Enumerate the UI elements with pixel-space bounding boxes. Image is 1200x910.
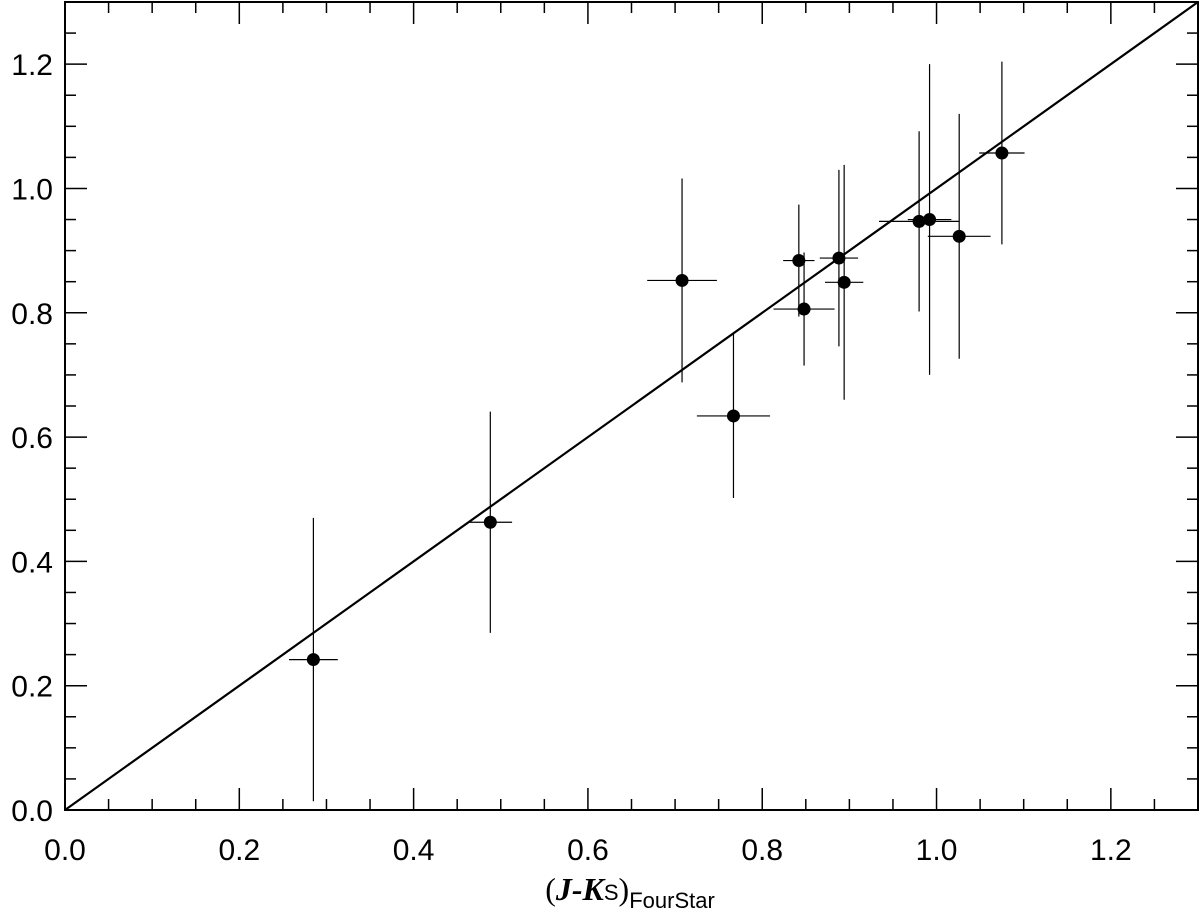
error-bars (288, 61, 1025, 802)
data-point (675, 273, 689, 287)
data-points (306, 146, 1009, 667)
y-tick-label: 0.8 (11, 298, 53, 331)
x-axis-label: (J-KS)FourStar (545, 871, 715, 910)
data-point (483, 515, 497, 529)
x-tick-label: 0.4 (393, 834, 435, 867)
data-point (995, 146, 1009, 160)
data-point (837, 275, 851, 289)
x-tick-labels: 0.0 0.2 0.4 0.6 0.8 1.0 1.2 (44, 834, 1132, 867)
y-tick-label: 0.4 (11, 546, 53, 579)
y-tick-label: 1.0 (11, 173, 53, 206)
y-tick-label: 0.2 (11, 671, 53, 704)
x-tick-label: 1.0 (916, 834, 958, 867)
x-tick-label: 0.6 (567, 834, 609, 867)
x-axis-label-open-paren: ( (545, 871, 556, 907)
data-point (923, 213, 937, 227)
data-point (726, 409, 740, 423)
x-axis-label-subscript-s: S (604, 880, 619, 905)
y-tick-label: 1.2 (11, 49, 53, 82)
data-point (792, 254, 806, 268)
x-tick-label: 0.2 (218, 834, 260, 867)
x-axis-label-main: J-K (555, 871, 607, 907)
one-to-one-line (64, 1, 1199, 811)
data-point (306, 653, 320, 667)
data-point (952, 229, 966, 243)
x-axis-label-subscript: FourStar (629, 888, 715, 910)
data-point (912, 214, 926, 228)
x-axis-label-close-paren: ) (619, 871, 630, 907)
y-tick-labels: 0.0 0.2 0.4 0.6 0.8 1.0 1.2 (11, 49, 53, 828)
x-tick-label: 0.8 (741, 834, 783, 867)
reference-line-group (64, 1, 1199, 811)
x-tick-label: 0.0 (44, 834, 86, 867)
axis-ticks (64, 1, 1199, 811)
y-tick-label: 0.0 (11, 795, 53, 828)
x-tick-label: 1.2 (1090, 834, 1132, 867)
data-point (797, 302, 811, 316)
data-point (832, 251, 846, 265)
y-tick-label: 0.6 (11, 422, 53, 455)
